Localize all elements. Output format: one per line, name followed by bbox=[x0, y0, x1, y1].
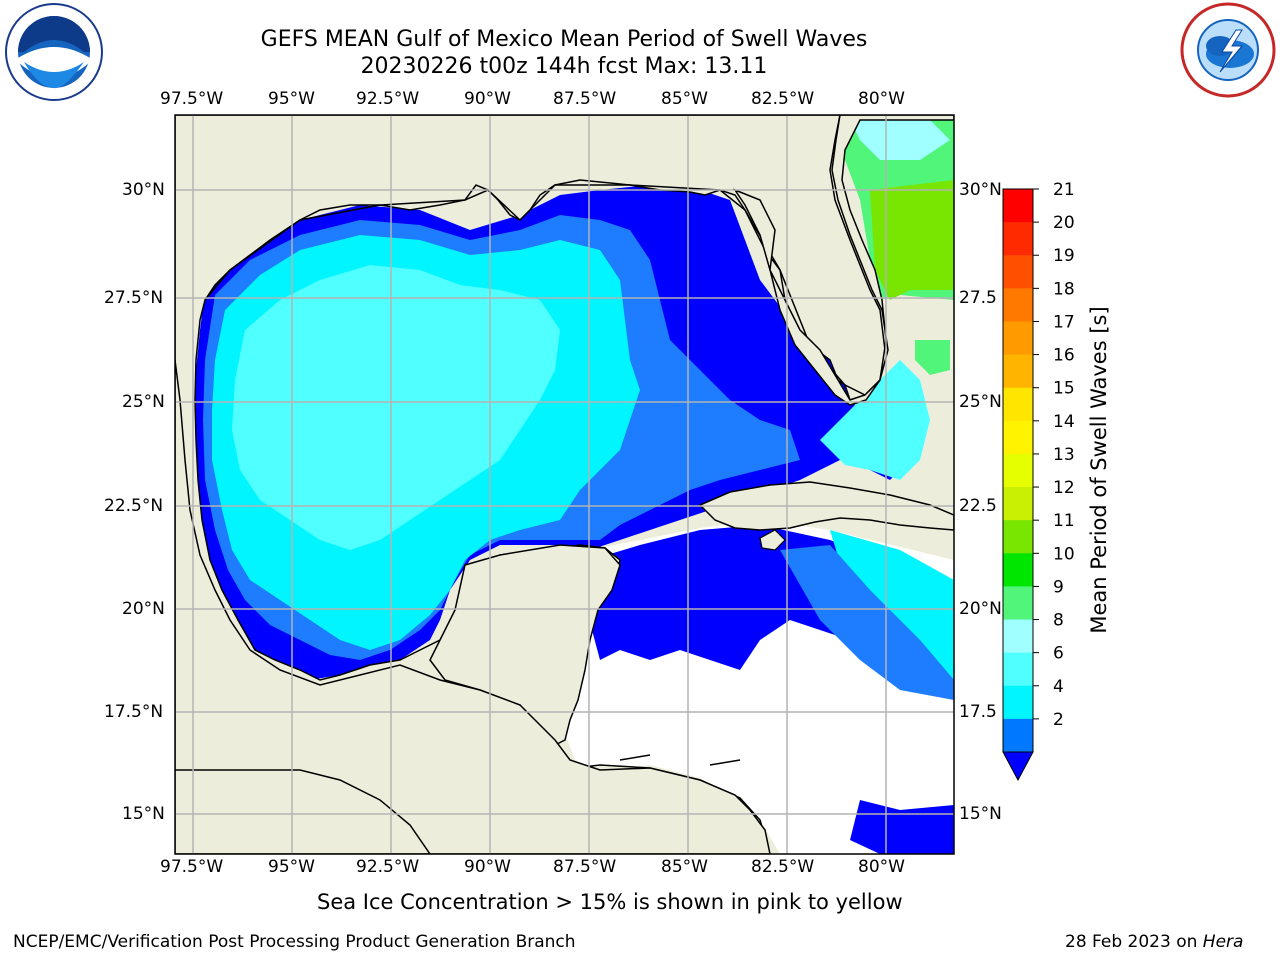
footer-machine: Hera bbox=[1202, 932, 1244, 952]
lat-label-left-25: 25°N bbox=[122, 392, 165, 412]
colorbar-tick-label: 20 bbox=[1053, 213, 1075, 233]
atlantic-cyan bbox=[850, 120, 950, 160]
atlantic-lightgreen bbox=[870, 180, 954, 300]
colorbar-tick-label: 11 bbox=[1053, 511, 1075, 531]
noaa-logo bbox=[4, 2, 104, 102]
lat-label-right-30: 30°N bbox=[959, 180, 1002, 200]
island-1 bbox=[759, 529, 786, 551]
colorbar-cell bbox=[1003, 189, 1033, 223]
footer-date-text: 28 Feb 2023 on bbox=[1065, 932, 1203, 952]
lat-label-right-22-5: 22.5 bbox=[959, 496, 997, 516]
colorbar-cell bbox=[1003, 487, 1033, 521]
lat-label-right-15: 15°N bbox=[959, 804, 1002, 824]
colorbar-cell bbox=[1003, 420, 1033, 455]
footer-branch: NCEP/EMC/Verification Post Processing Pr… bbox=[13, 932, 576, 952]
colorbar-cell bbox=[1003, 685, 1033, 720]
lat-label-left-17-5: 17.5°N bbox=[104, 702, 164, 722]
lon-label-bottom-80: 80°W bbox=[858, 857, 905, 877]
colorbar-tick-label: 17 bbox=[1053, 312, 1075, 332]
lat-label-right-27-5: 27.5 bbox=[959, 288, 997, 308]
lat-label-left-22-5: 22.5°N bbox=[104, 496, 164, 516]
bahamas-green bbox=[915, 340, 950, 375]
lon-label-top-92-5: 92.5°W bbox=[356, 89, 420, 109]
map-title: GEFS MEAN Gulf of Mexico Mean Period of … bbox=[260, 27, 868, 52]
lat-label-left-20: 20°N bbox=[122, 599, 165, 619]
lon-label-top-95: 95°W bbox=[268, 89, 315, 109]
east-caribbean-lightblue bbox=[780, 545, 954, 700]
colorbar-tick-label: 10 bbox=[1053, 544, 1075, 564]
lon-label-top-82-5: 82.5°W bbox=[751, 89, 815, 109]
lat-label-left-30: 30°N bbox=[122, 180, 165, 200]
lon-label-bottom-82-5: 82.5°W bbox=[751, 857, 815, 877]
central-america-land bbox=[175, 359, 771, 854]
lat-label-left-27-5: 27.5°N bbox=[104, 288, 164, 308]
colorbar-tick-label: 16 bbox=[1053, 346, 1075, 366]
nws-logo bbox=[1178, 2, 1278, 98]
colorbar-tick-label: 6 bbox=[1053, 644, 1064, 664]
colorbar-cell bbox=[1003, 387, 1033, 422]
lon-label-top-80: 80°W bbox=[858, 89, 905, 109]
lon-label-top-97-5: 97.5°W bbox=[160, 89, 224, 109]
sea-ice-note: Sea Ice Concentration > 15% is shown in … bbox=[317, 890, 903, 914]
lon-label-bottom-87-5: 87.5°W bbox=[553, 857, 617, 877]
lon-label-top-85: 85°W bbox=[661, 89, 708, 109]
yucatan-land bbox=[429, 544, 621, 746]
colorbar-tick-label: 13 bbox=[1053, 445, 1075, 465]
lon-label-bottom-85: 85°W bbox=[661, 857, 708, 877]
colorbar-cell bbox=[1003, 321, 1033, 356]
colorbar-cell bbox=[1003, 652, 1033, 687]
colorbar-cell bbox=[1003, 520, 1033, 554]
colorbar-tick-label: 19 bbox=[1053, 246, 1075, 266]
colorbar-cell bbox=[1003, 453, 1033, 488]
colorbar-cell bbox=[1003, 222, 1033, 256]
colorbar-tick-label: 4 bbox=[1053, 677, 1064, 697]
colorbar-cell bbox=[1003, 354, 1033, 389]
graticule bbox=[175, 115, 954, 854]
lon-label-bottom-90: 90°W bbox=[464, 857, 511, 877]
lon-label-top-87-5: 87.5°W bbox=[553, 89, 617, 109]
map-subtitle: 20230226 t00z 144h fcst Max: 13.11 bbox=[360, 54, 768, 79]
map-frame bbox=[174, 114, 955, 855]
florida-straits-cyan bbox=[820, 360, 930, 480]
colorbar-cell bbox=[1003, 553, 1033, 587]
colorbar-cell bbox=[1003, 619, 1033, 654]
colorbar-tick-label: 9 bbox=[1053, 577, 1064, 597]
florida-land bbox=[733, 115, 954, 406]
gulf-lightcyan bbox=[232, 265, 560, 550]
colorbar-cell bbox=[1003, 718, 1033, 753]
lat-label-right-17-5: 17.5 bbox=[959, 702, 997, 722]
colorbar-label: Mean Period of Swell Waves [s] bbox=[1087, 306, 1111, 633]
lat-label-left-15: 15°N bbox=[122, 804, 165, 824]
lon-label-top-90: 90°W bbox=[464, 89, 511, 109]
colorbar-tick-label: 2 bbox=[1053, 710, 1064, 730]
island-2 bbox=[619, 754, 741, 766]
colorbar-cell bbox=[1003, 586, 1033, 621]
lat-label-right-25: 25°N bbox=[959, 392, 1002, 412]
lon-label-bottom-95: 95°W bbox=[268, 857, 315, 877]
footer-date: 28 Feb 2023 on Hera bbox=[1065, 932, 1243, 952]
lon-label-bottom-97-5: 97.5°W bbox=[160, 857, 224, 877]
colorbar-underflow-triangle bbox=[1002, 751, 1034, 782]
colorbar-cell bbox=[1003, 255, 1033, 289]
colorbar-tick-label: 18 bbox=[1053, 279, 1075, 299]
colorbar-tick-label: 14 bbox=[1053, 412, 1075, 432]
colorbar-tick-label: 21 bbox=[1053, 180, 1075, 200]
lat-label-right-20: 20°N bbox=[959, 599, 1002, 619]
colorbar-frame bbox=[1002, 188, 1034, 753]
colorbar-tick-label: 8 bbox=[1053, 611, 1064, 631]
colorbar-tick-label: 15 bbox=[1053, 379, 1075, 399]
colorbar-cell bbox=[1003, 288, 1033, 322]
colorbar-tick-label: 12 bbox=[1053, 478, 1075, 498]
lon-label-bottom-92-5: 92.5°W bbox=[356, 857, 420, 877]
gulf-basin bbox=[204, 184, 866, 396]
